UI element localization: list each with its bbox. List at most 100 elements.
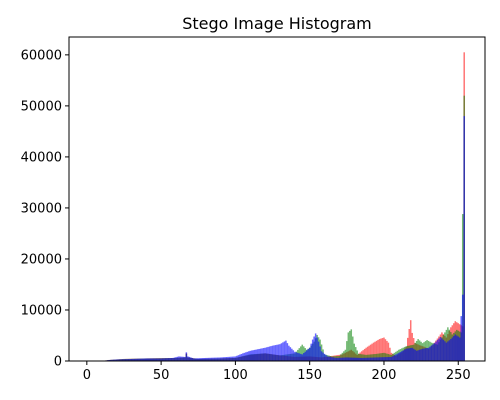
histogram-bar — [279, 344, 281, 361]
histogram-bar — [221, 357, 223, 361]
histogram-bar — [445, 342, 448, 361]
histogram-bar — [228, 356, 231, 361]
histogram-bar — [352, 357, 354, 361]
histogram-bar — [196, 358, 198, 361]
histogram-bar — [142, 358, 145, 361]
histogram-bar — [417, 350, 419, 361]
histogram-bar — [245, 352, 247, 361]
histogram-bar — [277, 344, 280, 361]
histogram-bar — [154, 358, 156, 361]
histogram-bar — [158, 358, 161, 361]
x-tick-label: 100 — [223, 368, 248, 383]
histogram-bar — [384, 339, 387, 361]
histogram-bar — [239, 354, 241, 361]
histogram-bar — [392, 356, 394, 361]
histogram-bar — [454, 334, 457, 361]
histogram-bar — [270, 346, 272, 361]
histogram-bar — [243, 352, 246, 361]
histogram-bar — [381, 338, 384, 361]
histogram-bar — [453, 336, 455, 361]
histogram-bar — [148, 358, 150, 361]
histogram-bar — [343, 357, 345, 361]
histogram-bar — [365, 357, 367, 361]
histogram-bar — [236, 355, 238, 361]
histogram-bar — [124, 359, 127, 361]
histogram-bar — [347, 357, 350, 361]
histogram-bar — [349, 330, 351, 361]
histogram-bar — [133, 358, 136, 361]
histogram-bar — [346, 357, 348, 361]
histogram-bar — [441, 338, 443, 361]
histogram-bar — [359, 354, 361, 361]
histogram-bar — [355, 347, 357, 361]
histogram-bar — [300, 346, 302, 361]
histogram-bar — [363, 354, 366, 361]
histogram-bar — [438, 338, 440, 361]
histogram-bar — [126, 359, 128, 361]
histogram-bar — [442, 339, 445, 361]
histogram-bar — [375, 357, 378, 361]
histogram-bar — [115, 359, 118, 361]
histogram-series-2 — [102, 116, 465, 361]
histogram-bar — [450, 339, 452, 361]
histogram-bar — [380, 353, 382, 361]
histogram-bar — [303, 353, 305, 361]
histogram-bar — [130, 358, 133, 361]
histogram-bar — [372, 342, 375, 361]
histogram-bar — [459, 337, 461, 361]
histogram-bar — [240, 353, 243, 361]
histogram-bar — [451, 337, 454, 361]
histogram-bar — [182, 356, 185, 361]
histogram-bar — [175, 357, 177, 361]
histogram-bar — [169, 358, 171, 361]
histogram-bar — [430, 345, 433, 361]
histogram-bar — [334, 357, 336, 361]
histogram-bar — [181, 356, 183, 361]
histogram-bar — [199, 358, 201, 361]
histogram-bar — [381, 357, 384, 361]
histogram-bar — [313, 336, 315, 361]
histogram-bar — [436, 340, 439, 361]
histogram-bar — [347, 332, 350, 361]
histogram-bar — [357, 353, 360, 361]
histogram-bar — [218, 357, 220, 361]
histogram-bar — [132, 358, 134, 361]
histogram-bar — [147, 358, 149, 361]
histogram-bar — [295, 352, 298, 361]
histogram-bar — [344, 349, 347, 361]
histogram-bar — [353, 343, 355, 361]
y-tick-label: 20000 — [21, 252, 62, 267]
histogram-bar — [173, 357, 176, 361]
histogram-bar — [233, 356, 235, 361]
histogram-bar — [193, 358, 195, 361]
histogram-bar — [273, 345, 275, 361]
histogram-bar — [256, 349, 259, 361]
histogram-bar — [340, 354, 342, 361]
x-tick-label: 150 — [297, 368, 322, 383]
histogram-bar — [294, 351, 296, 361]
histogram-bar — [234, 356, 237, 361]
histogram-bar — [301, 344, 303, 361]
histogram-bar — [203, 358, 205, 361]
histogram-bar — [301, 354, 303, 361]
histogram-bar — [297, 352, 299, 361]
histogram-bar — [383, 352, 385, 361]
histogram-bar — [380, 357, 382, 361]
histogram-bar — [286, 343, 289, 361]
histogram-bar — [325, 355, 327, 361]
histogram-bar — [439, 337, 442, 361]
histogram-bar — [372, 357, 375, 361]
x-tick-label: 0 — [83, 368, 91, 383]
histogram-bar — [262, 348, 265, 361]
histogram-bar — [227, 356, 229, 361]
histogram-bar — [341, 352, 344, 361]
histogram-bar — [429, 346, 431, 361]
histogram-bar — [282, 342, 284, 361]
histogram-bar — [184, 356, 186, 361]
histogram-series-0 — [102, 52, 465, 362]
histogram-bar — [335, 357, 338, 361]
histogram-bar — [207, 357, 210, 361]
histogram-bar — [357, 357, 360, 361]
histogram-bar — [346, 341, 348, 361]
histogram-bar — [271, 345, 274, 361]
